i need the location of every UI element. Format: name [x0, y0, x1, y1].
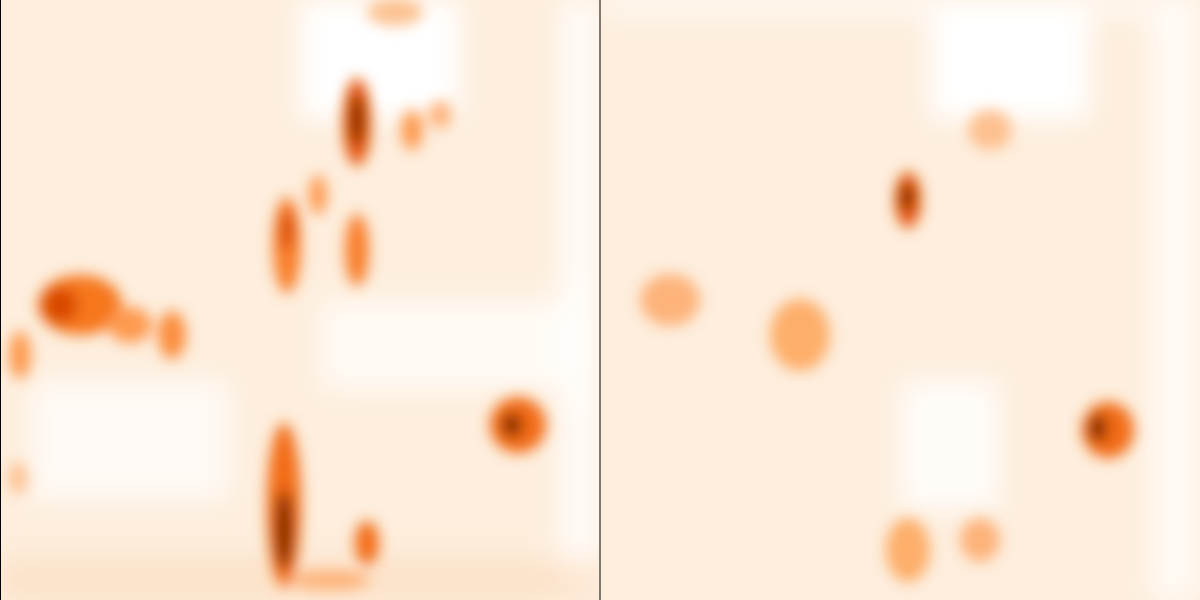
left-heatmap [0, 0, 600, 600]
light-patches [600, 0, 1200, 600]
hot-spots [9, 0, 546, 590]
hot-spots [640, 110, 1134, 582]
right-heatmap [600, 0, 1200, 600]
